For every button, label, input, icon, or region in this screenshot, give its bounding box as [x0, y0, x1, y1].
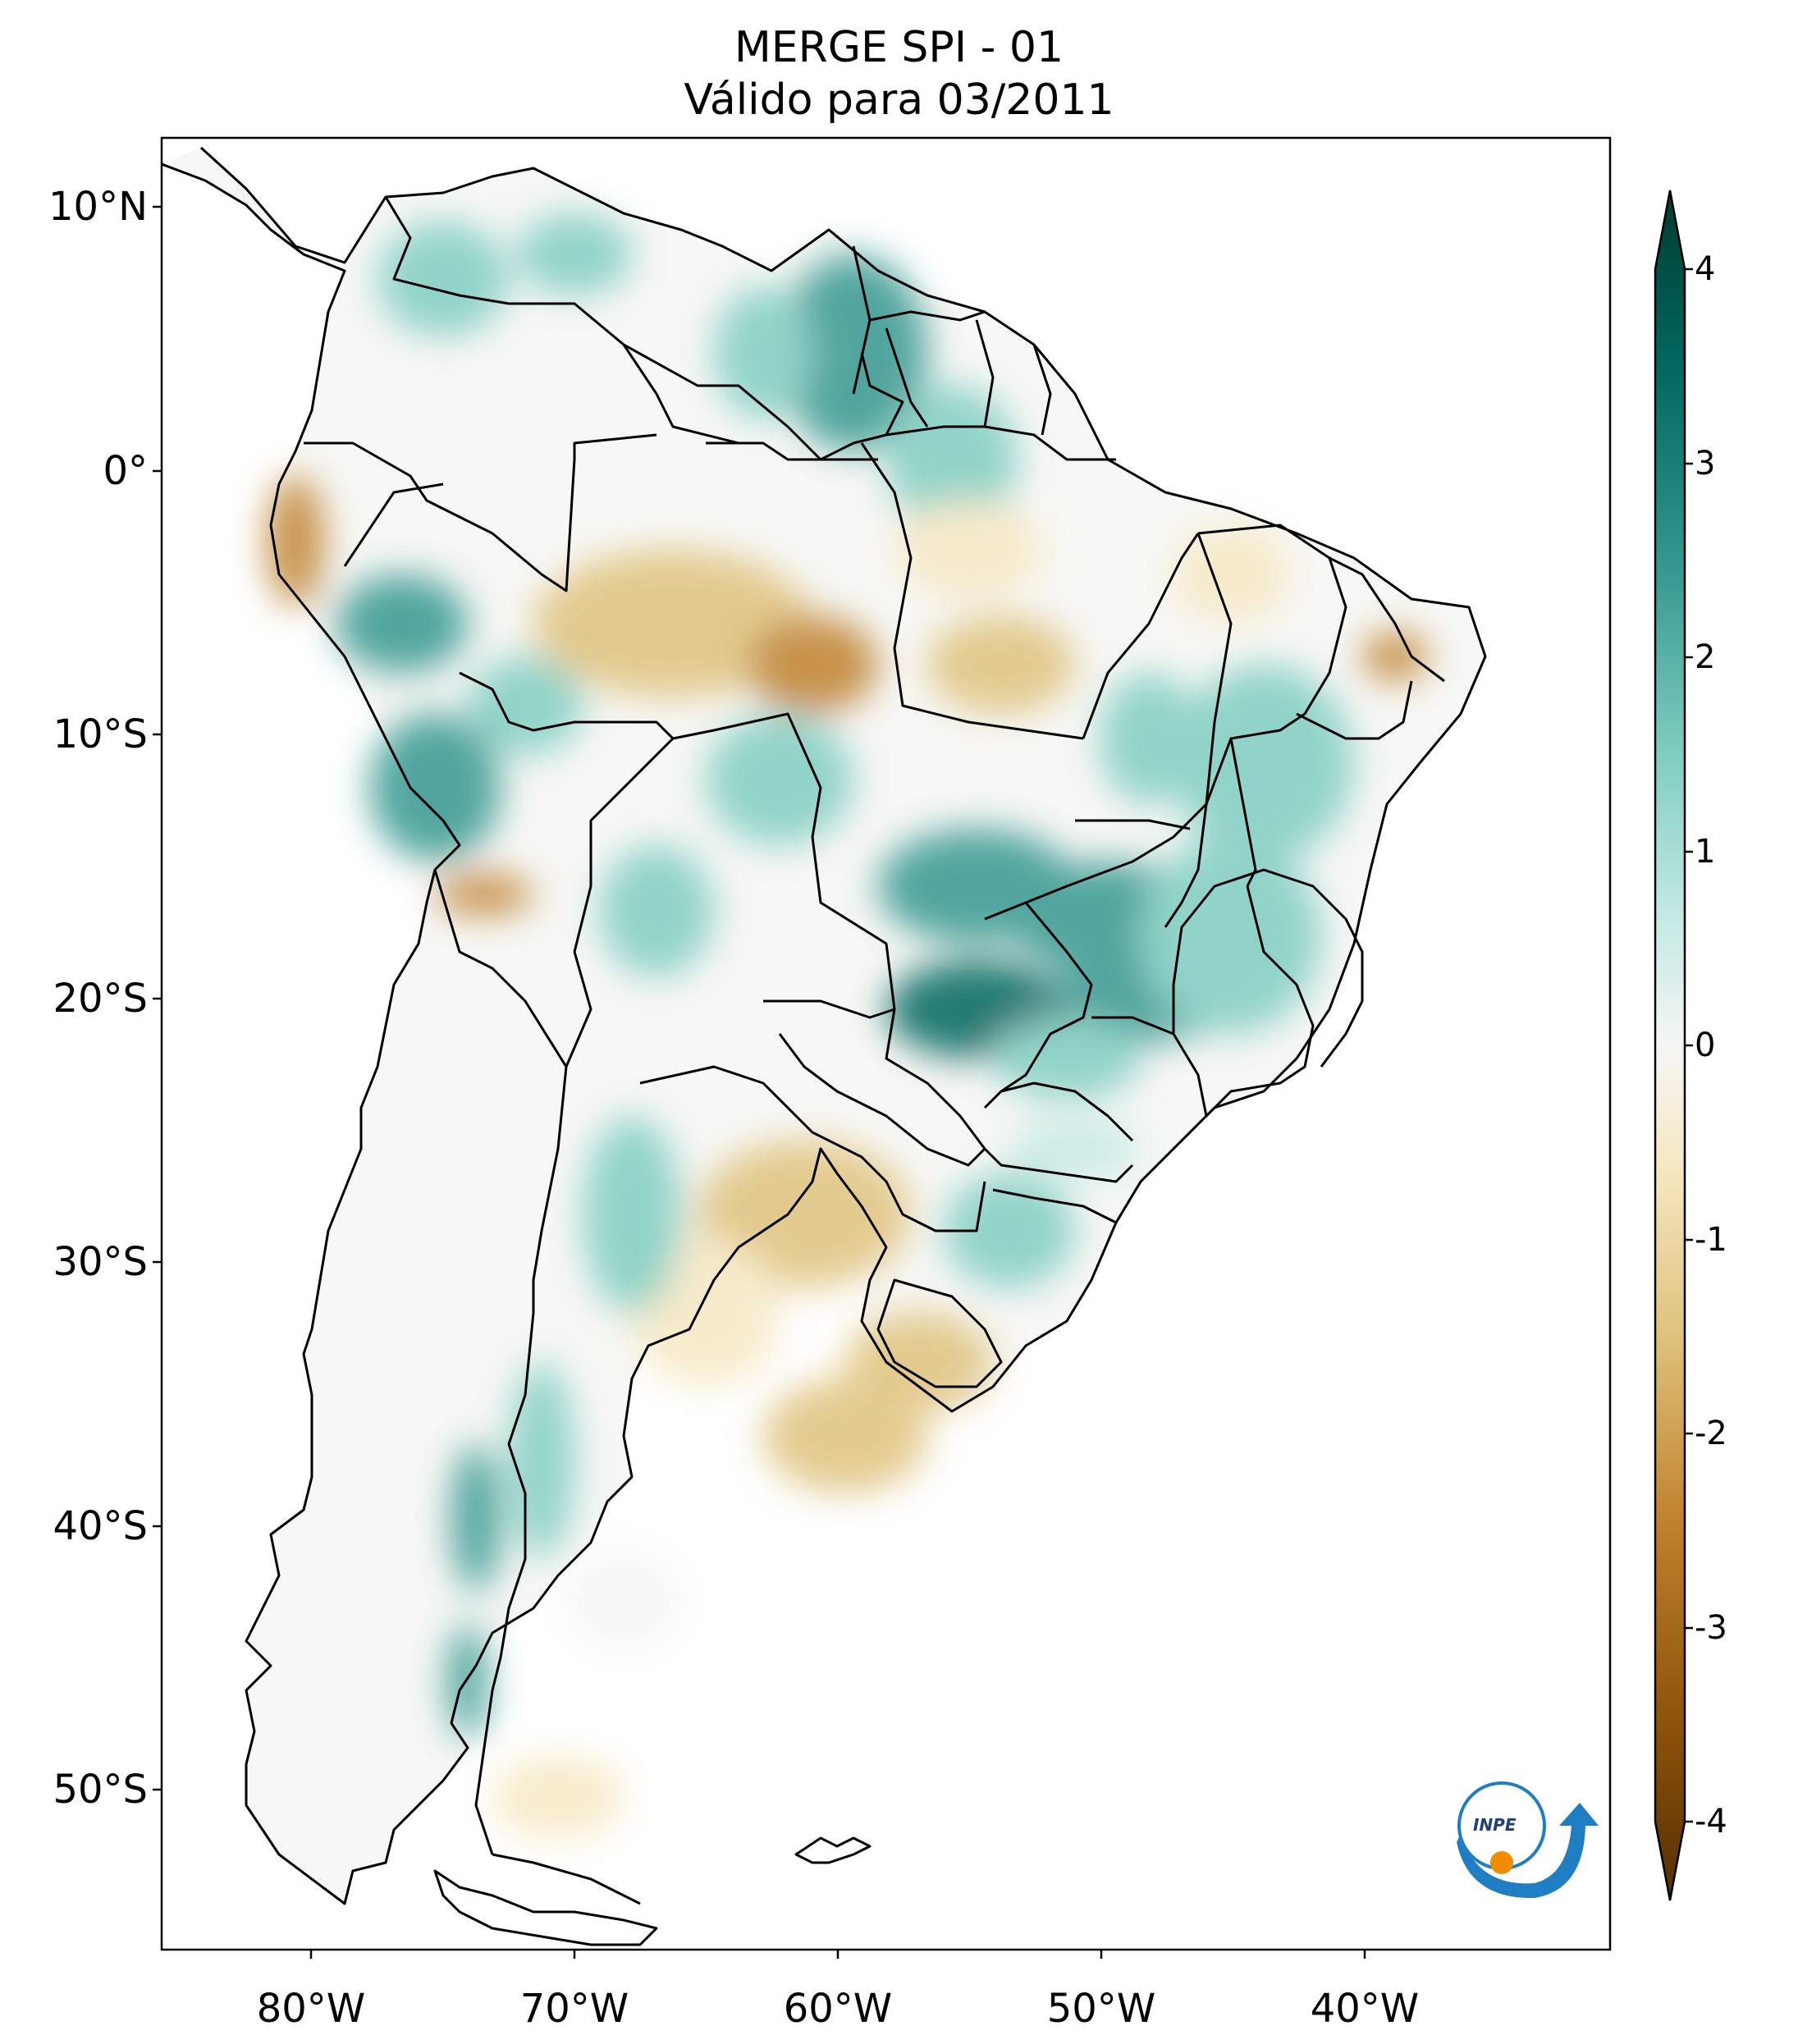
- border-argentina-bolivia-brazil: [639, 1065, 986, 1232]
- lon-tick-label: 80°W: [256, 1986, 366, 2032]
- colorbar-tick-label: 2: [1695, 638, 1716, 676]
- map-subtitle: Válido para 03/2011: [684, 75, 1114, 125]
- falklands: [794, 1836, 872, 1864]
- lat-tick-label: 0°: [103, 448, 148, 494]
- logo-dot: [1490, 1851, 1513, 1874]
- border-brazil-bolivia: [672, 712, 896, 1010]
- inpe-logo: INPE: [1457, 1781, 1599, 1899]
- borders: [162, 146, 1487, 1946]
- tierra-del-fuego: [433, 1853, 658, 1946]
- lat-tick-label: 20°S: [53, 976, 148, 1022]
- colorbar-tick-marks: [1685, 268, 1693, 1823]
- border-uruguay: [876, 1278, 1003, 1388]
- border-colombia-venezuela: [384, 196, 739, 445]
- map-frame: [160, 136, 1612, 1951]
- colorbar-bar: [1654, 190, 1686, 1901]
- border-argentina-chile: [474, 1066, 568, 1855]
- lon-tick-label: 70°W: [519, 1986, 629, 2032]
- border-venezuela-brazil: [623, 343, 904, 461]
- lat-tick-label: 40°S: [53, 1503, 148, 1549]
- axis-tick-marks: [153, 205, 1366, 1959]
- border-peru-brazil: [459, 671, 675, 953]
- colorbar: [1654, 190, 1693, 1901]
- lat-tick-label: 50°S: [53, 1767, 148, 1813]
- colorbar-tick-label: 1: [1695, 833, 1716, 871]
- coastline: [162, 146, 1487, 1905]
- colorbar-tick-label: -1: [1695, 1221, 1727, 1259]
- colorbar-tick-label: 4: [1695, 250, 1716, 288]
- colorbar-tick-label: 0: [1695, 1027, 1716, 1064]
- colorbar-tick-label: -4: [1695, 1803, 1727, 1841]
- lat-tick-label: 30°S: [53, 1239, 148, 1285]
- border-north-states: [706, 310, 1116, 461]
- border-bolivia-peru-chile: [433, 869, 592, 1068]
- colorbar-tick-label: -3: [1695, 1609, 1727, 1647]
- map-content: [162, 146, 1487, 1946]
- logo-text: INPE: [1473, 1815, 1517, 1835]
- border-paraguay: [763, 999, 986, 1167]
- lat-tick-label: 10°S: [53, 711, 148, 757]
- lon-tick-label: 60°W: [783, 1986, 893, 2032]
- border-colombia-ecuador-peru: [304, 433, 657, 592]
- lon-tick-label: 50°W: [1046, 1986, 1156, 2032]
- colorbar-tick-label: 3: [1695, 445, 1716, 482]
- map-title: MERGE SPI - 01: [734, 23, 1064, 72]
- lat-tick-label: 10°N: [48, 184, 148, 230]
- logo-arrow: [1457, 1803, 1599, 1899]
- lon-tick-label: 40°W: [1310, 1986, 1420, 2032]
- brazil-states: [860, 442, 1445, 1224]
- colorbar-tick-label: -2: [1695, 1415, 1727, 1452]
